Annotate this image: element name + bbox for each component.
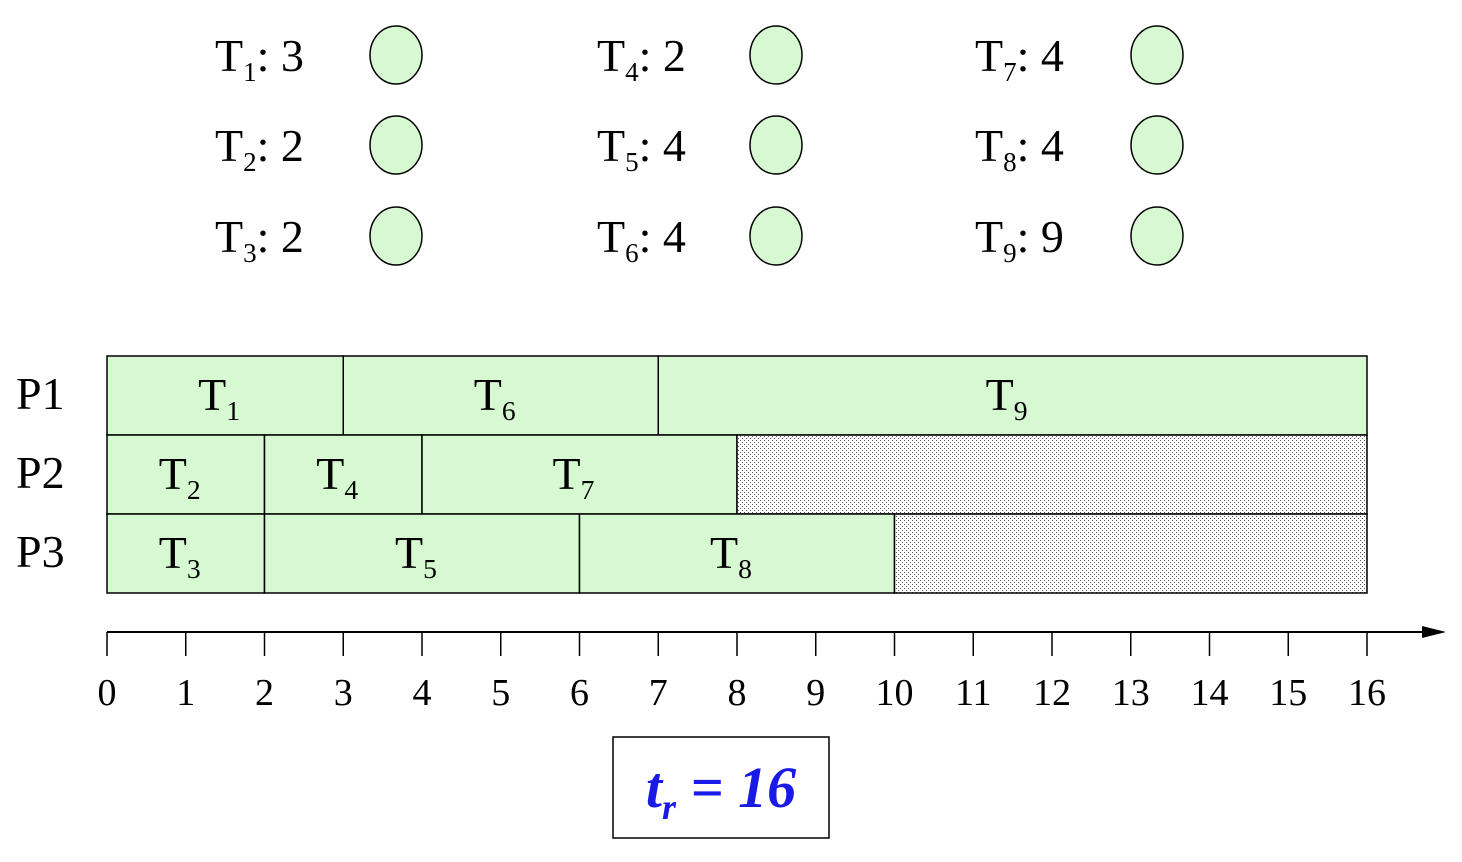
legend-task-label: T6: 4 <box>597 211 686 268</box>
axis-tick-label: 15 <box>1269 672 1307 714</box>
task-bar-rect <box>106 513 266 594</box>
task-bar-label: T3 <box>159 527 201 584</box>
legend-task-label: T9: 9 <box>975 211 1064 268</box>
axis-tick-label: 1 <box>176 672 195 714</box>
task-bar-rect <box>578 513 896 594</box>
result-label: tr = 16 <box>646 755 796 827</box>
axis-tick-label: 10 <box>876 672 914 714</box>
task-bar: T5 <box>263 513 581 594</box>
task-bar: T9 <box>657 355 1368 436</box>
legend-task-label: T2: 2 <box>215 120 304 177</box>
axis-tick-label: 0 <box>98 672 117 714</box>
idle-region <box>736 434 1368 515</box>
result-frame <box>612 736 830 839</box>
task-bar-label: T4 <box>316 448 358 505</box>
legend-item: T2: 2 <box>215 115 423 177</box>
legend-node-circle <box>1130 206 1184 266</box>
legend-item: T6: 4 <box>597 206 803 268</box>
processor-label: P1 <box>16 368 65 419</box>
task-bar-rect <box>263 434 423 515</box>
axis-tick-label: 16 <box>1348 672 1386 714</box>
task-bar-rect <box>657 355 1368 436</box>
legend-node-circle <box>749 25 803 85</box>
task-bar-label: T7 <box>553 448 595 505</box>
axis-tick-label: 6 <box>570 672 589 714</box>
legend-item: T5: 4 <box>597 115 803 177</box>
result-box: tr = 16 <box>612 736 830 839</box>
task-bar: T1 <box>106 355 344 436</box>
task-bar-label: T2 <box>159 448 201 505</box>
task-bar-rect <box>106 355 344 436</box>
task-legend: T1: 3 T2: 2 T3: 2 T4: 2 T5: 4 T6: 4 T7: 4 T8: 4… <box>215 25 1184 268</box>
legend-task-label: T5: 4 <box>597 120 686 177</box>
task-bar-label: T1 <box>198 369 240 426</box>
legend-node-circle <box>1130 25 1184 85</box>
legend-task-label: T8: 4 <box>975 120 1064 177</box>
task-bar: T7 <box>421 434 738 515</box>
processor-label: P2 <box>16 447 65 498</box>
processor-label: P3 <box>16 526 65 577</box>
task-bar: T8 <box>578 513 896 594</box>
legend-task-label: T1: 3 <box>215 30 304 87</box>
legend-item: T4: 2 <box>597 25 803 87</box>
axis-tick-label: 7 <box>649 672 668 714</box>
task-bar: T2 <box>106 434 266 515</box>
legend-node-circle <box>749 115 803 175</box>
legend-task-label: T7: 4 <box>975 30 1064 87</box>
legend-node-circle <box>1130 115 1184 175</box>
legend-item: T9: 9 <box>975 206 1184 268</box>
time-axis: 0 1 2 3 4 5 6 7 8 9 10 11 12 13 14 15 16 <box>98 626 1446 714</box>
legend-item: T1: 3 <box>215 25 423 87</box>
legend-task-label: T4: 2 <box>597 30 686 87</box>
task-bar-label: T8 <box>710 527 752 584</box>
axis-arrow-icon <box>1422 626 1446 638</box>
legend-item: T7: 4 <box>975 25 1184 87</box>
axis-tick-label: 4 <box>413 672 432 714</box>
axis-tick-label: 5 <box>491 672 510 714</box>
legend-task-label: T3: 2 <box>215 211 304 268</box>
legend-node-circle <box>369 115 423 175</box>
axis-tick-label: 14 <box>1191 672 1229 714</box>
task-bar-label: T5 <box>395 527 437 584</box>
legend-item: T3: 2 <box>215 206 423 268</box>
task-bar-label: T9 <box>986 369 1028 426</box>
axis-tick-label: 13 <box>1112 672 1150 714</box>
axis-tick-label: 8 <box>728 672 747 714</box>
legend-node-circle <box>749 206 803 266</box>
axis-tick-label: 9 <box>806 672 825 714</box>
idle-region <box>893 513 1368 594</box>
task-bar-label: T6 <box>474 369 516 426</box>
legend-node-circle <box>369 206 423 266</box>
axis-tick-label: 2 <box>255 672 274 714</box>
task-bar: T6 <box>342 355 659 436</box>
task-bar-rect <box>263 513 581 594</box>
axis-tick-label: 12 <box>1033 672 1071 714</box>
axis-tick-label: 3 <box>334 672 353 714</box>
gantt-chart: P1 T1 T6 T9 P2 T2 T4 T7 P3 T3 T5 T8 <box>16 355 1368 594</box>
legend-item: T8: 4 <box>975 115 1184 177</box>
task-bar-rect <box>421 434 738 515</box>
task-bar: T3 <box>106 513 266 594</box>
task-bar: T4 <box>263 434 423 515</box>
legend-node-circle <box>369 25 423 85</box>
axis-tick-label: 11 <box>955 672 992 714</box>
